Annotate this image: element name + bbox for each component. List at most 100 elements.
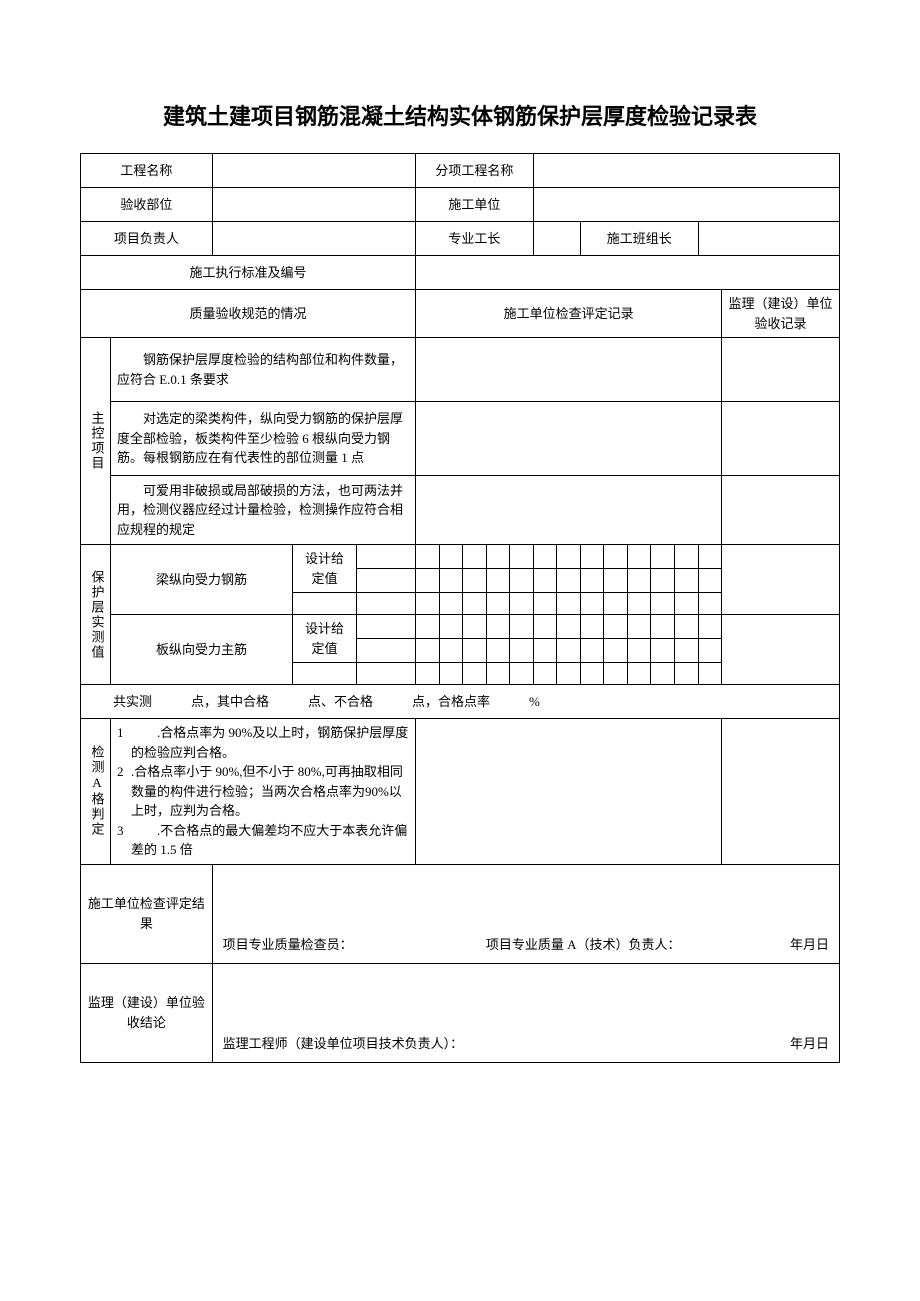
team-leader-value[interactable] <box>698 222 839 256</box>
construction-unit-value[interactable] <box>533 188 839 222</box>
cell[interactable] <box>510 639 534 663</box>
main-item-2-sup[interactable] <box>722 402 840 476</box>
cell[interactable] <box>698 663 722 685</box>
cell[interactable] <box>510 569 534 593</box>
cell[interactable] <box>557 569 581 593</box>
slab-sup[interactable] <box>722 615 840 685</box>
constr-result-value[interactable]: 项目专业质量检查员： 项目专业质量 A（技术）负责人： 年月日 <box>212 864 839 963</box>
cell[interactable] <box>486 593 510 615</box>
cell[interactable] <box>580 639 604 663</box>
cell[interactable] <box>439 639 463 663</box>
cell[interactable] <box>416 639 440 663</box>
cell[interactable] <box>675 593 699 615</box>
project-leader-value[interactable] <box>212 222 415 256</box>
cell[interactable] <box>698 545 722 569</box>
slab-extra-label[interactable] <box>292 663 356 685</box>
cell[interactable] <box>533 615 557 639</box>
cell[interactable] <box>416 569 440 593</box>
cell[interactable] <box>557 639 581 663</box>
cell[interactable] <box>627 663 651 685</box>
cell[interactable] <box>675 569 699 593</box>
cell[interactable] <box>533 663 557 685</box>
cell[interactable] <box>604 569 628 593</box>
cell[interactable] <box>510 663 534 685</box>
cell[interactable] <box>580 569 604 593</box>
cell[interactable] <box>439 593 463 615</box>
cell[interactable] <box>651 663 675 685</box>
cell[interactable] <box>651 615 675 639</box>
cell[interactable] <box>439 569 463 593</box>
cell[interactable] <box>698 593 722 615</box>
cell[interactable] <box>463 639 487 663</box>
cell[interactable] <box>486 545 510 569</box>
cell[interactable] <box>557 593 581 615</box>
cell[interactable] <box>675 663 699 685</box>
cell[interactable] <box>557 545 581 569</box>
cell[interactable] <box>533 593 557 615</box>
main-item-2-check[interactable] <box>416 402 722 476</box>
cell[interactable] <box>675 639 699 663</box>
cell[interactable] <box>580 545 604 569</box>
cell[interactable] <box>510 593 534 615</box>
cell[interactable] <box>463 593 487 615</box>
main-item-3-sup[interactable] <box>722 476 840 545</box>
beam-extra-value[interactable] <box>357 593 416 615</box>
slab-design-value-2[interactable] <box>357 639 416 663</box>
main-item-1-sup[interactable] <box>722 338 840 402</box>
main-item-3-check[interactable] <box>416 476 722 545</box>
cell[interactable] <box>627 639 651 663</box>
beam-design-value-1[interactable] <box>357 545 416 569</box>
cell[interactable] <box>533 569 557 593</box>
cell[interactable] <box>486 615 510 639</box>
cell[interactable] <box>463 615 487 639</box>
main-item-1-check[interactable] <box>416 338 722 402</box>
cell[interactable] <box>486 569 510 593</box>
cell[interactable] <box>627 593 651 615</box>
cell[interactable] <box>416 545 440 569</box>
standard-value[interactable] <box>416 256 840 290</box>
cell[interactable] <box>580 615 604 639</box>
supervision-conclusion-value[interactable]: 监理工程师（建设单位项目技术负责人）： 年月日 <box>212 963 839 1062</box>
cell[interactable] <box>698 615 722 639</box>
cell[interactable] <box>627 615 651 639</box>
slab-extra-value[interactable] <box>357 663 416 685</box>
cell[interactable] <box>604 639 628 663</box>
cell[interactable] <box>627 545 651 569</box>
beam-extra-label[interactable] <box>292 593 356 615</box>
cell[interactable] <box>604 615 628 639</box>
judgment-sup[interactable] <box>722 719 840 865</box>
acceptance-part-value[interactable] <box>212 188 415 222</box>
cell[interactable] <box>439 615 463 639</box>
cell[interactable] <box>604 663 628 685</box>
cell[interactable] <box>463 545 487 569</box>
cell[interactable] <box>557 663 581 685</box>
cell[interactable] <box>557 615 581 639</box>
cell[interactable] <box>651 569 675 593</box>
beam-sup[interactable] <box>722 545 840 615</box>
cell[interactable] <box>510 545 534 569</box>
cell[interactable] <box>698 569 722 593</box>
cell[interactable] <box>604 545 628 569</box>
beam-design-value-2[interactable] <box>357 569 416 593</box>
cell[interactable] <box>510 615 534 639</box>
slab-design-value-1[interactable] <box>357 615 416 639</box>
cell[interactable] <box>580 663 604 685</box>
judgment-check[interactable] <box>416 719 722 865</box>
cell[interactable] <box>533 545 557 569</box>
cell[interactable] <box>463 663 487 685</box>
foreman-value[interactable] <box>533 222 580 256</box>
cell[interactable] <box>416 593 440 615</box>
cell[interactable] <box>651 639 675 663</box>
cell[interactable] <box>580 593 604 615</box>
cell[interactable] <box>486 639 510 663</box>
project-name-value[interactable] <box>212 154 415 188</box>
cell[interactable] <box>627 569 651 593</box>
cell[interactable] <box>698 639 722 663</box>
cell[interactable] <box>486 663 510 685</box>
cell[interactable] <box>463 569 487 593</box>
cell[interactable] <box>675 545 699 569</box>
cell[interactable] <box>439 663 463 685</box>
cell[interactable] <box>651 545 675 569</box>
cell[interactable] <box>604 593 628 615</box>
cell[interactable] <box>416 663 440 685</box>
